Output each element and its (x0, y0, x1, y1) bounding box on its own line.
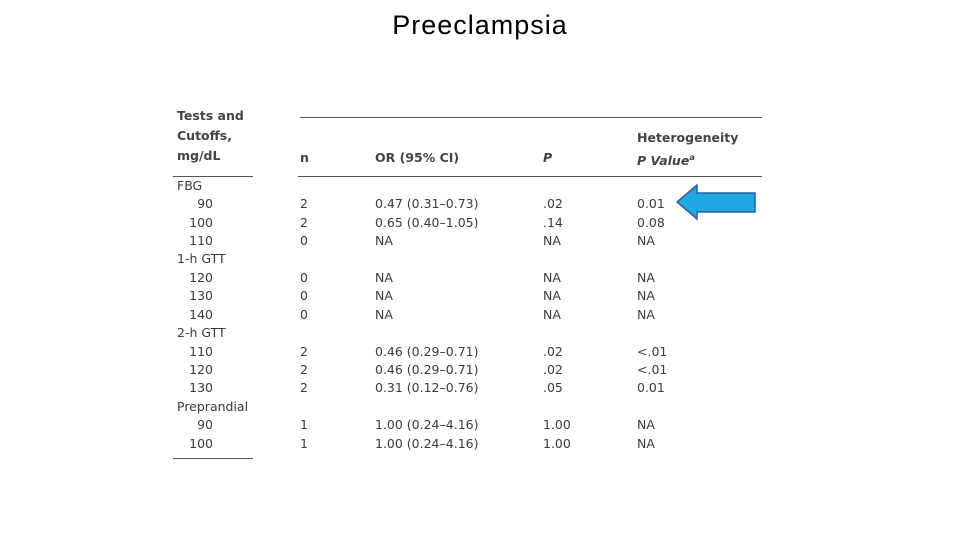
footnote-mark: a (689, 153, 695, 162)
cell: NA (375, 288, 393, 304)
cell: .02 (543, 196, 563, 212)
cell: <.01 (637, 343, 668, 359)
cell: NA (637, 435, 655, 451)
header-text: Cutoffs, (177, 128, 232, 143)
header-text: OR (95% CI) (375, 150, 460, 165)
row-label: 110 (189, 232, 213, 248)
row-label: 130 (189, 380, 213, 396)
cell: 1.00 (0.24–4.16) (375, 435, 479, 451)
cell: 0 (300, 288, 308, 304)
cell: NA (543, 306, 561, 322)
cell: NA (375, 232, 393, 248)
arrow (675, 183, 756, 221)
cell: 2 (300, 343, 308, 359)
cell: NA (543, 270, 561, 285)
row-label: 140 (189, 306, 213, 322)
cell: 1 (300, 417, 308, 433)
cell: 0 (300, 270, 308, 285)
cell: 0.01 (637, 196, 665, 212)
cell: NA (543, 232, 561, 248)
row-label: 90 (197, 417, 213, 433)
cell: 0.47 (0.31–0.73) (375, 196, 479, 212)
header-text: Tests and (177, 108, 244, 123)
cell: NA (637, 306, 655, 322)
cell: 2 (300, 196, 308, 212)
cell: 0.65 (0.40–1.05) (375, 214, 479, 230)
row-label: 90 (197, 196, 213, 212)
cell: NA (375, 270, 393, 285)
row-label: 100 (189, 435, 213, 451)
table-rule (298, 176, 762, 177)
row-label: 100 (189, 214, 213, 230)
cell: .02 (543, 362, 563, 377)
cell: 2 (300, 362, 308, 377)
cell: NA (543, 288, 561, 304)
cell: 1.00 (543, 417, 571, 433)
header-text: n (300, 150, 309, 165)
cell: 0 (300, 232, 308, 248)
cell: 0.01 (637, 380, 665, 396)
cell: 2 (300, 214, 308, 230)
group-label: 2-h GTT (177, 324, 226, 340)
cell: 1.00 (543, 435, 571, 451)
cell: .05 (543, 380, 563, 396)
cell: <.01 (637, 362, 668, 377)
cell: 1.00 (0.24–4.16) (375, 417, 479, 433)
cell: NA (637, 288, 655, 304)
table-rule (173, 458, 253, 459)
group-label: Preprandial (177, 398, 249, 414)
row-label: 120 (189, 270, 213, 285)
cell: 0.46 (0.29–0.71) (375, 343, 479, 359)
header-text: mg/dL (177, 148, 221, 163)
table-rule (173, 176, 253, 177)
row-label: 110 (189, 343, 213, 359)
table-rule (300, 117, 762, 118)
cell: NA (637, 270, 655, 285)
cell: 1 (300, 435, 308, 451)
cell: 0.08 (637, 214, 665, 230)
cell: 0.31 (0.12–0.76) (375, 380, 479, 396)
cell: 0.46 (0.29–0.71) (375, 362, 479, 377)
header-text: Heterogeneity (637, 130, 739, 145)
cell: .14 (543, 214, 563, 230)
cell: NA (637, 232, 655, 248)
cell: NA (375, 306, 393, 322)
group-label: 1-h GTT (177, 251, 226, 267)
cell: 0 (300, 306, 308, 322)
row-label: 120 (189, 362, 213, 377)
slide-title: Preeclampsia (392, 10, 568, 40)
cell: 2 (300, 380, 308, 396)
cell: .02 (543, 343, 563, 359)
group-label: FBG (177, 178, 203, 193)
row-label: 130 (189, 288, 213, 304)
cell: NA (637, 417, 655, 433)
header-text: P (543, 150, 553, 165)
arrow-shape (675, 183, 756, 221)
header-text: P Valuea (637, 153, 695, 169)
